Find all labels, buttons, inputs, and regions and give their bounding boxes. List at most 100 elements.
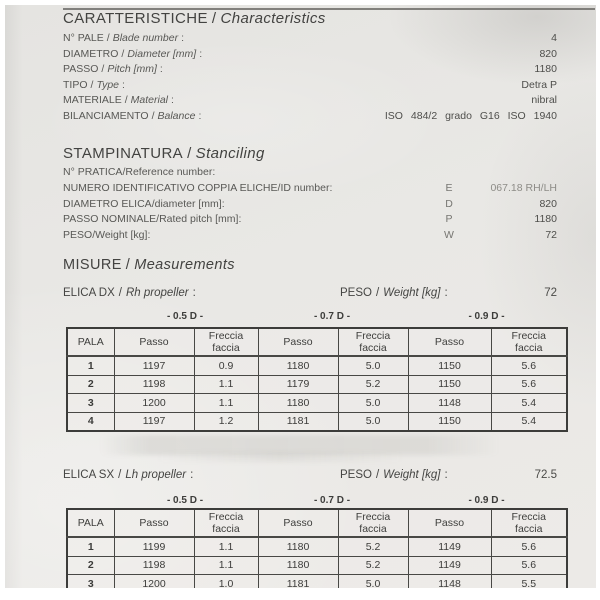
- cell: 1197: [113, 411, 195, 432]
- weight-value: 72.5: [534, 469, 557, 481]
- table-row: 3 1200 1.1 1180 5.0 1148 5.4: [66, 393, 568, 413]
- cell: 5.5: [490, 574, 568, 588]
- col-header-passo: Passo: [257, 327, 339, 357]
- stencil-row-rated-pitch: PASSO NOMINALE/Rated pitch [mm]: P 1180: [63, 213, 557, 229]
- spec-row-type: TIPO / Type: Detra P: [63, 79, 557, 95]
- top-rule: [63, 8, 595, 10]
- cell: 5.6: [490, 374, 568, 394]
- cell: 3: [66, 574, 115, 588]
- spec-value: 4: [551, 32, 557, 44]
- cell: 1179: [257, 374, 339, 394]
- cell: 5.6: [490, 536, 568, 557]
- dx-measure-table: PALA Passo Freccia faccia Passo Freccia …: [66, 327, 568, 432]
- table-header-row: PALA Passo Freccia faccia Passo Freccia …: [66, 327, 568, 357]
- sx-measure-table: PALA Passo Freccia faccia Passo Freccia …: [66, 508, 568, 588]
- cell: 1197: [113, 355, 195, 376]
- cell: 1199: [113, 536, 195, 557]
- col-header-freccia: Freccia faccia: [337, 327, 409, 357]
- spec-value: 820: [539, 47, 557, 60]
- stenciling-heading: STAMPINATURA / Stanciling: [63, 145, 265, 162]
- cell: 1200: [113, 574, 195, 588]
- cell: 1181: [257, 574, 339, 588]
- col-header-freccia: Freccia faccia: [193, 327, 259, 357]
- page-showthrough-smudge: [100, 435, 500, 455]
- heading-italian: CARATTERISTICHE: [63, 10, 208, 27]
- spacer: [66, 495, 113, 506]
- cell: 5.6: [490, 355, 568, 376]
- code-letter: E: [445, 181, 453, 194]
- cell: 5.0: [337, 411, 409, 432]
- cell: 1.2: [193, 411, 259, 432]
- code-letter: W: [444, 229, 454, 242]
- cell: 1.1: [193, 555, 259, 575]
- spec-label: PESO/Weight [kg]:: [63, 229, 151, 242]
- spec-label: N° PALE / Blade number:: [63, 32, 184, 44]
- table-row: 1 1199 1.1 1180 5.2 1149 5.6: [66, 536, 568, 557]
- cell: 1.1: [193, 536, 259, 557]
- group-header-05d: - 0.5 D -: [166, 495, 204, 506]
- spec-row-diameter: DIAMETRO / Diameter [mm]: 820: [63, 48, 557, 64]
- spec-label: TIPO / Type:: [63, 78, 125, 91]
- characteristics-rows: N° PALE / Blade number: 4 DIAMETRO / Diamete…: [63, 32, 557, 126]
- cell: 1198: [113, 555, 195, 575]
- group-header-09d: - 0.9 D -: [468, 311, 505, 322]
- cell: 5.6: [490, 555, 568, 575]
- cell: 1180: [257, 355, 339, 376]
- stencil-row-diameter: DIAMETRO ELICA/diameter [mm]: D 820: [63, 198, 557, 214]
- col-header-passo: Passo: [257, 508, 339, 538]
- spec-value: nibral: [531, 94, 557, 107]
- group-header-05d: - 0.5 D -: [166, 311, 204, 322]
- col-header-passo: Passo: [407, 327, 492, 357]
- dx-weight-group: PESO / Weight [kg]: 72: [340, 287, 557, 299]
- spec-label: DIAMETRO ELICA/diameter [mm]:: [63, 197, 225, 210]
- stencil-row-weight: PESO/Weight [kg]: W 72: [63, 229, 557, 245]
- cell: 1180: [257, 536, 339, 557]
- cell: 1.1: [193, 374, 259, 394]
- table-row: 2 1198 1.1 1180 5.2 1149 5.6: [66, 555, 568, 575]
- cell: 1148: [407, 393, 492, 413]
- table-row: 2 1198 1.1 1179 5.2 1150 5.6: [66, 374, 568, 394]
- cell: 1181: [257, 411, 339, 432]
- col-header-freccia: Freccia faccia: [337, 508, 409, 538]
- spec-row-blade-number: N° PALE / Blade number: 4: [63, 32, 557, 48]
- spec-value: 72: [545, 229, 557, 242]
- cell: 3: [66, 393, 115, 413]
- col-header-passo: Passo: [113, 508, 195, 538]
- heading-english: Measurements: [134, 257, 235, 273]
- cell: 5.0: [337, 574, 409, 588]
- code-letter: P: [445, 213, 453, 226]
- page-showthrough-smudge: [155, 452, 405, 462]
- group-header-07d: - 0.7 D -: [313, 495, 351, 506]
- cell: 5.0: [337, 355, 409, 376]
- cell: 1198: [113, 374, 195, 394]
- table-header-row: PALA Passo Freccia faccia Passo Freccia …: [66, 508, 568, 538]
- cell: 5.4: [490, 393, 568, 413]
- spec-row-pitch: PASSO / Pitch [mm]: 1180: [63, 63, 557, 79]
- heading-english: Stanciling: [195, 145, 265, 162]
- spec-value: ISO 484/2 grado G16 ISO 1940: [384, 109, 557, 122]
- cell: 1.0: [193, 574, 259, 588]
- stenciling-rows: N° PRATICA/Reference number: NUMERO IDEN…: [63, 166, 557, 245]
- table-row: 3 1200 1.0 1181 5.0 1148 5.5: [66, 574, 568, 588]
- cell: 1200: [113, 393, 195, 413]
- sx-weight-group: PESO / Weight [kg]: 72.5: [340, 469, 557, 481]
- cell: 5.2: [337, 374, 409, 394]
- spec-value: Detra P: [521, 78, 557, 91]
- spec-label: BILANCIAMENTO / Balance:: [63, 109, 202, 122]
- table-row: 1 1197 0.9 1180 5.0 1150 5.6: [66, 355, 568, 376]
- sx-propeller-line: ELICA SX / Lh propeller: PESO / Weight [kg]:…: [63, 469, 557, 481]
- weight-value: 72: [544, 287, 557, 299]
- spec-label: DIAMETRO / Diameter [mm]:: [63, 47, 203, 60]
- cell: 1148: [407, 574, 492, 588]
- spec-label: PASSO NOMINALE/Rated pitch [mm]:: [63, 213, 242, 226]
- dx-radius-group-headers: - 0.5 D - - 0.7 D - - 0.9 D -: [66, 311, 566, 322]
- table-row: 4 1197 1.2 1181 5.0 1150 5.4: [66, 411, 568, 432]
- spec-label: PASSO / Pitch [mm]:: [63, 63, 163, 76]
- cell: 1180: [257, 555, 339, 575]
- measurements-heading: MISURE / Measurements: [63, 257, 235, 273]
- cell: 5.2: [337, 555, 409, 575]
- cell: 1180: [257, 393, 339, 413]
- spacer: [66, 311, 113, 322]
- cell: 1149: [407, 536, 492, 557]
- cell: 5.2: [337, 536, 409, 557]
